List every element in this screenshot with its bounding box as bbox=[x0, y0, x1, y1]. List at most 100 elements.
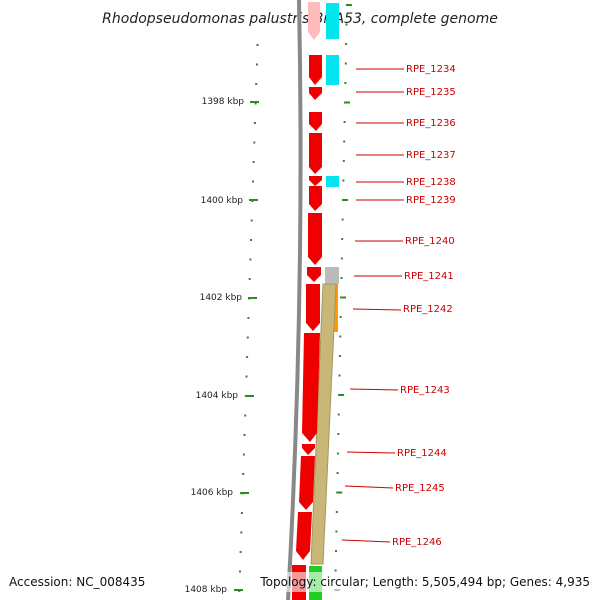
scale-label-1406: 1406 kbp bbox=[191, 488, 234, 498]
rna-feature[interactable] bbox=[326, 3, 339, 39]
outer-tick-dot bbox=[340, 257, 343, 260]
gene-label-rpe-1240[interactable]: RPE_1240 bbox=[405, 236, 455, 247]
outer-tick-dot bbox=[343, 121, 346, 123]
gene-label-rpe-1246[interactable]: RPE_1246 bbox=[392, 537, 442, 548]
gene-label-rpe-1241[interactable]: RPE_1241 bbox=[404, 271, 454, 282]
minor-tick-dot bbox=[252, 180, 254, 183]
minor-tick-dot bbox=[239, 551, 242, 553]
outer-tick-dot bbox=[338, 394, 345, 396]
outer-tick-dot bbox=[334, 569, 337, 572]
minor-tick-dot bbox=[240, 512, 243, 514]
rna-feature[interactable] bbox=[326, 55, 339, 85]
outer-tick-dot bbox=[345, 4, 352, 6]
cds-arrow[interactable] bbox=[306, 284, 320, 331]
minor-tick-dot bbox=[248, 278, 251, 280]
outer-tick-dot bbox=[338, 374, 341, 377]
outer-tick-dot bbox=[341, 238, 344, 240]
outer-tick-dot bbox=[344, 101, 350, 104]
outer-tick-dot bbox=[345, 43, 348, 45]
minor-tick-dot bbox=[244, 414, 247, 417]
outer-tick-dot bbox=[339, 335, 342, 338]
rna-features bbox=[326, 3, 339, 187]
cds-arrow[interactable] bbox=[308, 2, 320, 40]
scale-dots bbox=[238, 44, 259, 592]
gene-label-rpe-1243[interactable]: RPE_1243 bbox=[400, 385, 450, 396]
cds-arrow[interactable] bbox=[309, 55, 322, 85]
outer-tick-dot bbox=[335, 530, 338, 533]
outer-tick-dot bbox=[336, 452, 339, 455]
cds-arrow[interactable] bbox=[307, 267, 321, 282]
minor-tick-dot bbox=[255, 63, 258, 66]
cds-arrow[interactable] bbox=[309, 87, 322, 100]
outer-tick-dot bbox=[335, 550, 337, 552]
minor-tick-dot bbox=[253, 122, 256, 124]
gene-label-rpe-1234[interactable]: RPE_1234 bbox=[406, 64, 456, 75]
cds-arrow[interactable] bbox=[309, 112, 322, 131]
scale-tick-1402 bbox=[248, 297, 257, 299]
minor-tick-dot bbox=[239, 570, 241, 573]
outer-tick-dot bbox=[341, 218, 344, 221]
outer-tick-dot bbox=[342, 179, 345, 182]
minor-tick-dot bbox=[255, 83, 258, 85]
scale-label-1408: 1408 kbp bbox=[185, 585, 228, 595]
outer-tick-dot bbox=[344, 62, 347, 65]
outer-tick-dot bbox=[337, 433, 340, 435]
cds-arrow[interactable] bbox=[302, 444, 315, 455]
outer-tick-dot bbox=[336, 491, 343, 494]
minor-tick-dot bbox=[242, 473, 245, 475]
cds-arrow[interactable] bbox=[302, 333, 320, 442]
minor-tick-dot bbox=[253, 141, 256, 144]
minor-tick-dot bbox=[254, 102, 257, 105]
outer-tick-dot bbox=[342, 199, 348, 201]
minor-tick-dot bbox=[242, 453, 245, 456]
scale-label-1398: 1398 kbp bbox=[202, 97, 245, 107]
cds-arrow[interactable] bbox=[299, 456, 315, 510]
gene-leader-line bbox=[352, 308, 402, 311]
cds-arrow[interactable] bbox=[309, 186, 322, 211]
outer-tick-dot bbox=[340, 277, 343, 279]
scale-tick-1398 bbox=[250, 101, 259, 103]
cds-arrow[interactable] bbox=[309, 133, 322, 174]
minor-tick-dot bbox=[243, 434, 246, 436]
minor-tick-dot bbox=[247, 317, 250, 319]
gene-label-rpe-1236[interactable]: RPE_1236 bbox=[406, 118, 456, 129]
gene-leader-line bbox=[349, 388, 399, 391]
outer-tick-dot bbox=[335, 511, 338, 513]
minor-tick-dot bbox=[246, 336, 249, 339]
gene-label-rpe-1237[interactable]: RPE_1237 bbox=[406, 150, 456, 161]
scale-tick-1404 bbox=[245, 395, 254, 397]
cds-arrow[interactable] bbox=[308, 213, 322, 265]
outer-tick-dot bbox=[340, 296, 347, 299]
outer-tick-dot bbox=[342, 160, 345, 162]
gene-label-rpe-1238[interactable]: RPE_1238 bbox=[406, 177, 456, 188]
gene-labels: RPE_1234 RPE_1235 RPE_1236 RPE_1237 RPE_… bbox=[341, 64, 456, 548]
rna-feature[interactable] bbox=[326, 176, 339, 187]
gene-label-rpe-1235[interactable]: RPE_1235 bbox=[406, 87, 456, 98]
gene-label-rpe-1245[interactable]: RPE_1245 bbox=[395, 483, 445, 494]
outer-tick-dot bbox=[336, 472, 339, 474]
outer-tick-dot bbox=[337, 413, 340, 416]
footer-summary-bg bbox=[258, 572, 598, 592]
outer-tick-dot bbox=[344, 82, 347, 84]
misc-feature-khaki[interactable] bbox=[310, 283, 337, 565]
misc-feature-gray[interactable] bbox=[325, 267, 339, 284]
accession-label: Accession: NC_008435 bbox=[9, 575, 145, 589]
gene-label-rpe-1239[interactable]: RPE_1239 bbox=[406, 195, 456, 206]
scale-label-1404: 1404 kbp bbox=[196, 391, 239, 401]
cds-arrow[interactable] bbox=[309, 176, 322, 186]
gene-label-rpe-1244[interactable]: RPE_1244 bbox=[397, 448, 447, 459]
scale-label-1400: 1400 kbp bbox=[201, 196, 244, 206]
minor-tick-dot bbox=[240, 531, 243, 534]
scale-tick-1406 bbox=[240, 492, 249, 494]
outer-tick-dot bbox=[339, 316, 342, 318]
scale-tick-1400 bbox=[249, 199, 258, 201]
minor-tick-dot bbox=[249, 258, 252, 261]
cds-features bbox=[292, 2, 322, 600]
cds-arrow[interactable] bbox=[296, 512, 312, 560]
scale-tick-1408 bbox=[234, 589, 243, 591]
minor-tick-dot bbox=[252, 161, 255, 163]
outer-tick-dot bbox=[345, 23, 348, 26]
minor-tick-dot bbox=[250, 219, 253, 222]
gene-label-rpe-1242[interactable]: RPE_1242 bbox=[403, 304, 453, 315]
minor-tick-dot bbox=[246, 356, 249, 358]
